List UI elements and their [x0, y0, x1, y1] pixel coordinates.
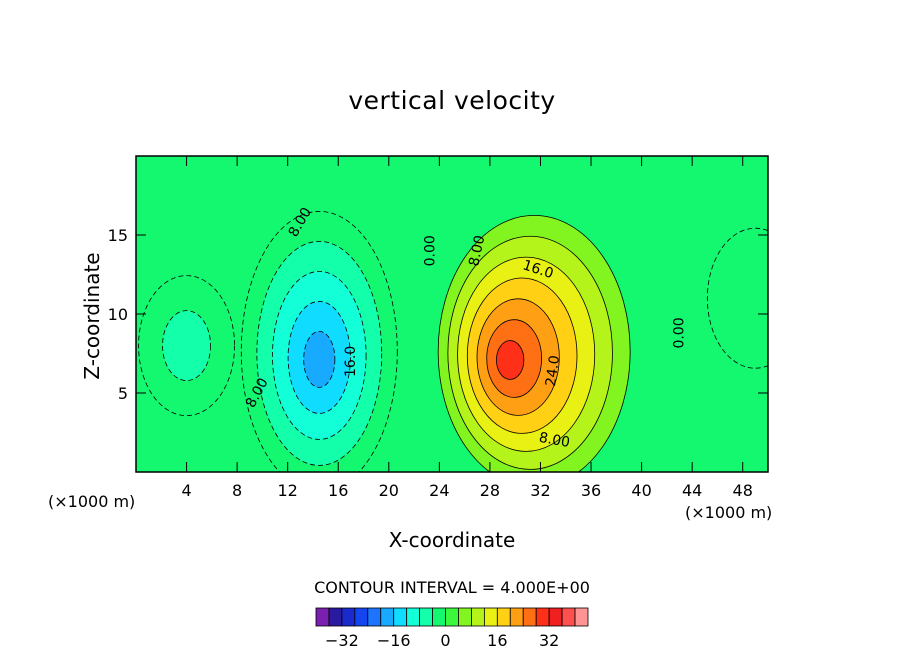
x-axis-label: X-coordinate: [388, 528, 516, 552]
contour-label-4: 8.00: [466, 234, 488, 268]
contour-band-3-0: [706, 227, 768, 369]
x-tick-label-5: 24: [429, 481, 449, 500]
x-tick-label-11: 48: [733, 481, 753, 500]
contour-label-7: 8.00: [538, 430, 571, 451]
colorbar-label-1: −16: [377, 631, 411, 650]
colorbar-label-3: 16: [487, 631, 507, 650]
colorbar-swatch-8: [419, 607, 433, 627]
contour-band-0-6: [496, 340, 525, 380]
x-tick-label-3: 16: [328, 481, 348, 500]
x-unit-label-right: (×1000 m): [685, 503, 773, 522]
x-tick-label-2: 12: [278, 481, 298, 500]
colorbar-swatch-11: [458, 607, 472, 627]
contour-label-3: 0.00: [423, 235, 439, 266]
colorbar-swatch-20: [574, 607, 589, 627]
contour-interval-note: CONTOUR INTERVAL = 4.000E+00: [314, 578, 590, 597]
colorbar-swatch-6: [393, 607, 408, 627]
y-tick-label-1: 10: [108, 305, 128, 324]
contour-label-6: 24.0: [543, 354, 563, 387]
chart-title: vertical velocity: [348, 86, 556, 115]
contour-label-2: 16.0: [343, 346, 359, 377]
contour-label-8: 0.00: [672, 317, 688, 348]
colorbar: −32 −16 0 16 32: [315, 607, 589, 650]
x-tick-label-6: 28: [480, 481, 500, 500]
colorbar-swatch-15: [509, 607, 524, 627]
x-tick-label-7: 32: [530, 481, 550, 500]
colorbar-swatch-13: [483, 607, 498, 627]
colorbar-swatch-9: [432, 607, 446, 627]
colorbar-swatch-19: [561, 607, 576, 627]
x-tick-label-1: 8: [232, 481, 242, 500]
contour-band-2-1: [162, 310, 211, 382]
colorbar-swatch-1: [328, 607, 343, 627]
contour-band-1-4: [303, 330, 336, 388]
colorbar-label-2: 0: [440, 631, 450, 650]
colorbar-swatch-4: [367, 607, 382, 627]
colorbar-swatch-12: [471, 607, 485, 627]
colorbar-swatch-3: [354, 607, 369, 627]
y-tick-label-2: 15: [108, 226, 128, 245]
x-tick-label-9: 40: [631, 481, 651, 500]
colorbar-swatch-7: [406, 607, 421, 627]
colorbar-swatch-0: [315, 607, 330, 627]
y-axis-label: Z-coordinate: [80, 252, 104, 380]
colorbar-swatch-5: [380, 607, 395, 627]
x-tick-label-10: 44: [682, 481, 702, 500]
colorbar-swatch-14: [496, 607, 511, 627]
colorbar-swatch-2: [341, 607, 356, 627]
x-tick-label-8: 36: [581, 481, 601, 500]
x-unit-label: (×1000 m): [48, 492, 136, 511]
x-tick-label-4: 20: [379, 481, 399, 500]
colorbar-swatch-17: [535, 607, 550, 627]
y-tick-label-0: 5: [118, 384, 128, 403]
x-tick-label-0: 4: [181, 481, 191, 500]
colorbar-swatch-16: [522, 607, 537, 627]
colorbar-label-4: 32: [539, 631, 559, 650]
colorbar-label-0: −32: [325, 631, 359, 650]
colorbar-swatch-18: [548, 607, 563, 627]
colorbar-swatch-10: [445, 607, 459, 627]
